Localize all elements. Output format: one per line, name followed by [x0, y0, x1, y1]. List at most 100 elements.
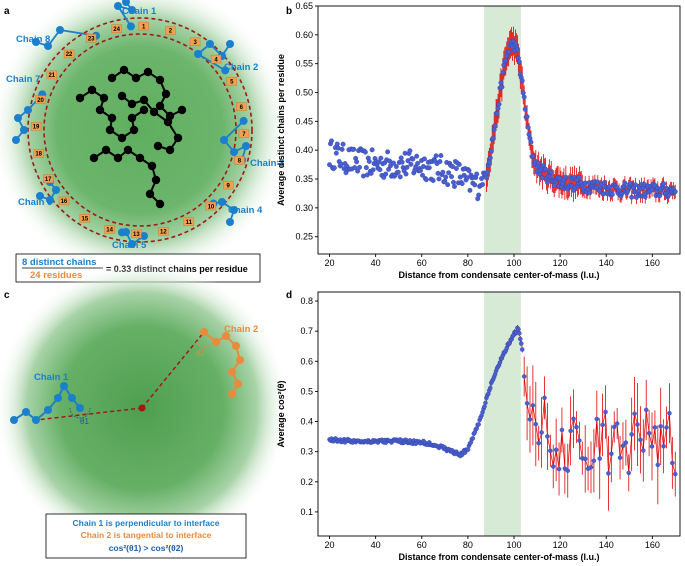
data-point — [551, 183, 557, 189]
chain-label-7: Chain 7 — [6, 74, 40, 85]
data-point — [524, 401, 530, 406]
panel-label-c: c — [4, 290, 10, 301]
residue-box — [138, 21, 149, 31]
residue-box — [30, 122, 42, 131]
plot-frame — [317, 5, 681, 255]
data-point — [565, 468, 571, 473]
data-point — [452, 184, 457, 189]
data-point — [528, 139, 534, 145]
data-point — [672, 189, 678, 195]
data-point — [440, 169, 446, 175]
data-point — [635, 422, 640, 427]
data-point — [438, 153, 444, 159]
interior-bead — [129, 125, 139, 135]
data-point — [522, 106, 528, 112]
interior-bead — [139, 95, 149, 105]
x-tick-label: 160 — [645, 540, 660, 550]
surface-bead — [226, 40, 234, 48]
residue-number: 18 — [35, 152, 42, 158]
surface-bead — [56, 26, 64, 34]
data-point — [530, 403, 536, 408]
data-point — [385, 149, 391, 155]
data-point — [351, 146, 357, 152]
interior-bead — [107, 113, 117, 123]
data-point — [479, 176, 485, 182]
data-point — [673, 471, 678, 477]
center-of-mass-marker — [138, 404, 146, 412]
data-point — [453, 166, 459, 171]
data-point — [600, 422, 605, 428]
x-tick-label: 120 — [553, 540, 568, 550]
x-tick-label: 140 — [599, 540, 614, 550]
x-tick-label: 20 — [325, 540, 335, 550]
residue-number: 4 — [214, 57, 218, 63]
data-point — [568, 428, 573, 434]
panel-label-b: b — [286, 6, 292, 17]
data-point — [464, 175, 470, 181]
surface-chains — [12, 0, 250, 248]
residue-box — [63, 49, 75, 59]
data-point — [548, 448, 553, 454]
data-point — [667, 410, 672, 416]
data-point — [498, 80, 504, 86]
x-tick-label: 100 — [506, 540, 521, 550]
data-point — [370, 167, 376, 173]
interior-bead — [99, 93, 109, 103]
x-tick-label: 80 — [463, 540, 473, 550]
surface-bead — [122, 228, 130, 236]
data-point — [334, 141, 340, 147]
data-point — [443, 174, 449, 180]
data-point — [553, 447, 559, 453]
data-point — [488, 148, 494, 154]
data-point — [661, 181, 667, 187]
x-tick-label: 100 — [506, 258, 521, 268]
data-point — [494, 111, 500, 117]
chart-d: 20 40 60 80 100 120 140 160 0.1 0.2 0.3 0.4 0.5 0.6 0.… — [276, 291, 681, 562]
data-point — [497, 360, 503, 365]
residue-number: 9 — [227, 183, 231, 189]
data-point — [597, 456, 602, 461]
surface-bead — [24, 106, 32, 114]
residue-number: 21 — [48, 73, 55, 79]
data-point — [476, 192, 482, 198]
chain1-label: Chain 1 — [34, 372, 69, 383]
residue-box — [183, 217, 195, 227]
data-point — [399, 159, 405, 165]
data-point — [576, 175, 582, 181]
interior-bead — [155, 101, 165, 111]
data-point — [445, 182, 451, 188]
data-point — [476, 422, 481, 427]
surface-bead — [220, 136, 228, 144]
data-point — [404, 164, 410, 170]
data-point — [657, 193, 663, 199]
data-point — [490, 135, 496, 141]
residue-box — [79, 213, 91, 223]
residue-number: 24 — [113, 27, 120, 33]
data-point — [658, 424, 663, 429]
data-point — [480, 182, 485, 187]
surface-bead — [46, 196, 54, 204]
data-point — [571, 416, 576, 422]
chain2-label: Chain 2 — [224, 324, 258, 335]
data-point — [504, 53, 510, 59]
y-tick-label: 0.60 — [295, 30, 313, 40]
surface-bead — [44, 42, 52, 50]
y-tick-label: 0.50 — [295, 88, 313, 98]
data-point — [474, 171, 480, 177]
interior-chain-backbone — [79, 88, 145, 140]
y-axis-label: Average cos²(θ) — [276, 380, 286, 447]
interior-bead — [117, 133, 127, 143]
residue-number: 3 — [193, 40, 197, 46]
data-point — [408, 161, 414, 167]
chain-label-5: Chain 5 — [112, 240, 147, 251]
residue-number: 14 — [106, 228, 113, 234]
chain-label-4: Chain 4 — [228, 205, 263, 216]
data-point — [369, 147, 375, 153]
x-tick-label: 20 — [325, 258, 335, 268]
panel-a: a 12345678910111213141516171819202122232… — [0, 0, 290, 283]
data-point — [482, 404, 487, 409]
interior-bead — [127, 99, 137, 109]
data-point — [363, 165, 369, 171]
data-point — [446, 170, 452, 176]
data-point — [670, 460, 675, 466]
